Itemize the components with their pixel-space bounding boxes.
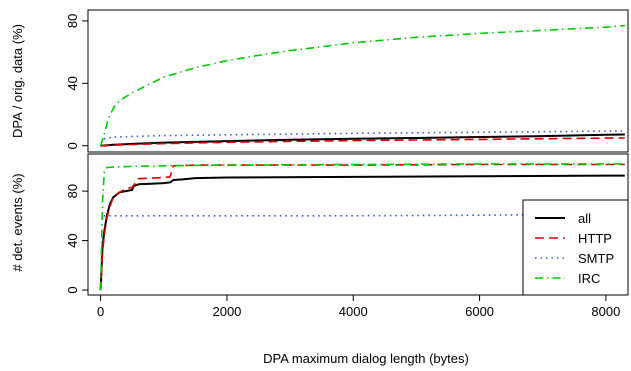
bottom-y-tick-label: 80 [65, 184, 80, 198]
x-axis-title: DPA maximum dialog length (bytes) [263, 351, 469, 366]
bottom-axes: 0 40 80 0 2000 4000 6000 8000 [65, 184, 620, 319]
legend-label-http: HTTP [578, 231, 612, 246]
top-series-irc [99, 24, 625, 147]
legend: all HTTP SMTP IRC [522, 199, 629, 296]
top-panel-frame [87, 9, 629, 153]
top-series-http [100, 137, 625, 147]
top-y-tick-label: 40 [65, 76, 80, 90]
legend-label-smtp: SMTP [578, 251, 614, 266]
top-y-axis-title: DPA / orig. data (%) [10, 24, 25, 138]
bottom-series-smtp [103, 213, 625, 217]
legend-label-all: all [578, 211, 591, 226]
bottom-series-group [99, 163, 625, 291]
bottom-y-tick-label: 40 [65, 233, 80, 247]
bottom-series-http [99, 163, 625, 291]
bottom-series-irc [99, 163, 625, 291]
legend-box [522, 199, 629, 296]
top-y-tick-label: 80 [65, 14, 80, 28]
x-tick-label: 4000 [339, 304, 368, 319]
bottom-y-tick-label: 0 [65, 286, 80, 293]
top-series-group [99, 24, 625, 147]
top-y-axis: 0 40 80 [65, 14, 88, 149]
bottom-y-axis-title: # det. events (%) [10, 173, 25, 271]
x-tick-label: 8000 [591, 304, 620, 319]
x-tick-label: 6000 [465, 304, 494, 319]
x-tick-label: 0 [97, 304, 104, 319]
x-tick-label: 2000 [212, 304, 241, 319]
top-y-tick-label: 0 [65, 142, 80, 149]
bottom-series-all [99, 174, 625, 291]
legend-label-irc: IRC [578, 271, 600, 286]
